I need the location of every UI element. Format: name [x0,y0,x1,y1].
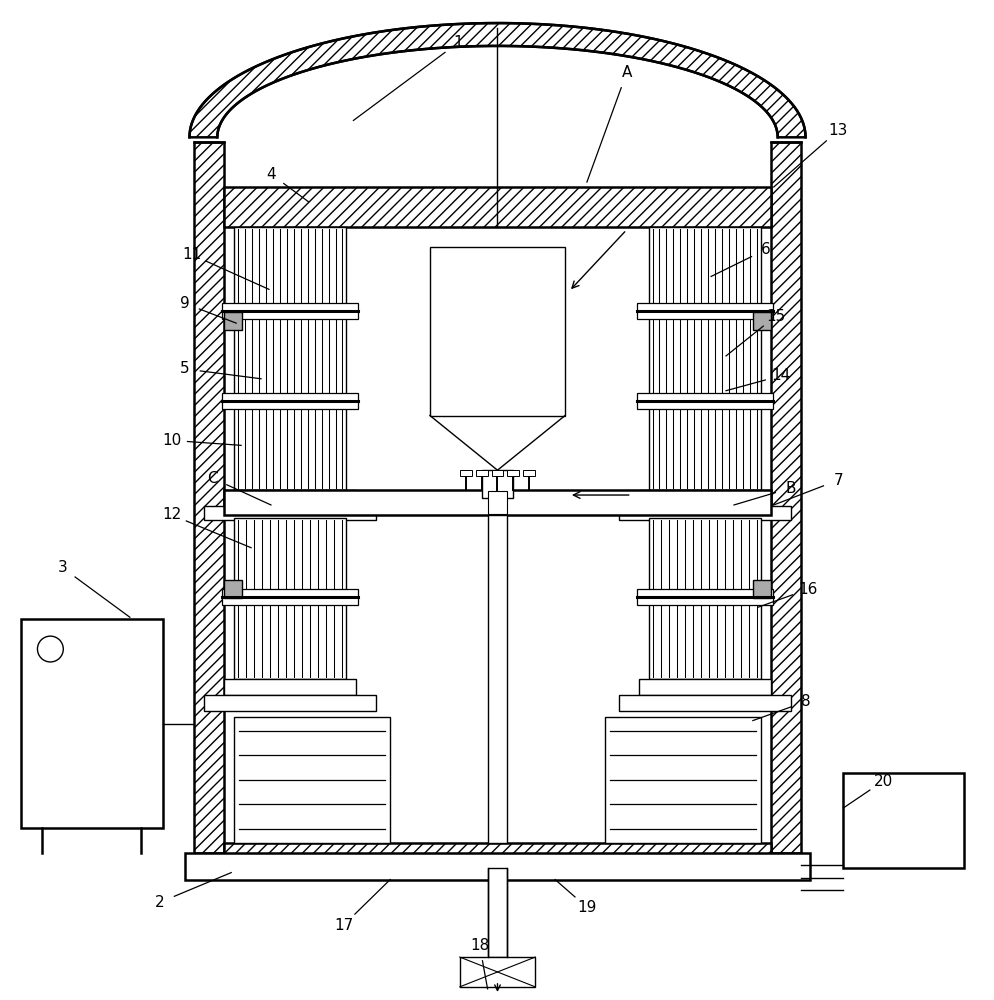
Bar [224,187,770,227]
Bar [475,470,487,476]
Bar [234,717,390,843]
Text: 3: 3 [58,560,68,575]
Bar [648,518,760,679]
Text: 4: 4 [265,167,275,182]
Bar [234,227,346,490]
Text: 13: 13 [828,123,847,138]
Bar [487,491,507,514]
Bar [222,393,358,409]
Circle shape [38,636,64,662]
Bar [184,853,810,880]
Text: 15: 15 [765,309,784,324]
Text: 1: 1 [452,35,462,50]
Text: A: A [621,65,631,80]
Bar [491,470,503,476]
Bar [224,490,356,506]
Text: 10: 10 [162,433,181,448]
Bar [487,868,507,957]
Text: 7: 7 [833,473,842,488]
Bar [224,490,770,515]
Bar [21,619,162,828]
Bar [523,470,535,476]
Bar [752,580,770,598]
Bar [770,142,800,853]
Bar [487,515,507,843]
Bar [636,393,772,409]
Bar [224,843,770,868]
Bar [459,470,471,476]
Text: 12: 12 [162,507,181,522]
Bar [429,247,565,416]
Bar [459,957,535,987]
Bar [636,589,772,605]
Bar [204,506,376,520]
Text: 19: 19 [577,900,596,915]
Bar [638,679,770,695]
Bar [487,490,507,498]
Bar [234,518,346,679]
Text: 20: 20 [873,774,892,789]
Text: 17: 17 [334,918,353,933]
Bar [752,312,770,330]
Text: 6: 6 [760,242,770,257]
Text: C: C [207,471,218,486]
Bar [222,303,358,319]
Bar [222,589,358,605]
Text: 2: 2 [155,895,164,910]
Text: 18: 18 [469,938,489,953]
Text: 9: 9 [180,296,189,311]
Bar [224,312,242,330]
Bar [843,773,963,868]
Text: 16: 16 [797,582,816,597]
Bar [604,717,760,843]
Text: 8: 8 [800,694,809,709]
Text: 14: 14 [770,368,789,383]
Bar [481,470,513,498]
Bar [618,695,790,711]
Text: 11: 11 [182,247,201,262]
Polygon shape [189,23,805,137]
Bar [507,470,519,476]
Bar [224,580,242,598]
Bar [648,227,760,490]
Bar [224,679,356,695]
Text: B: B [784,481,795,496]
Bar [638,490,770,506]
Text: 5: 5 [180,361,189,376]
Bar [618,506,790,520]
Bar [204,695,376,711]
Bar [636,303,772,319]
Bar [194,142,224,853]
